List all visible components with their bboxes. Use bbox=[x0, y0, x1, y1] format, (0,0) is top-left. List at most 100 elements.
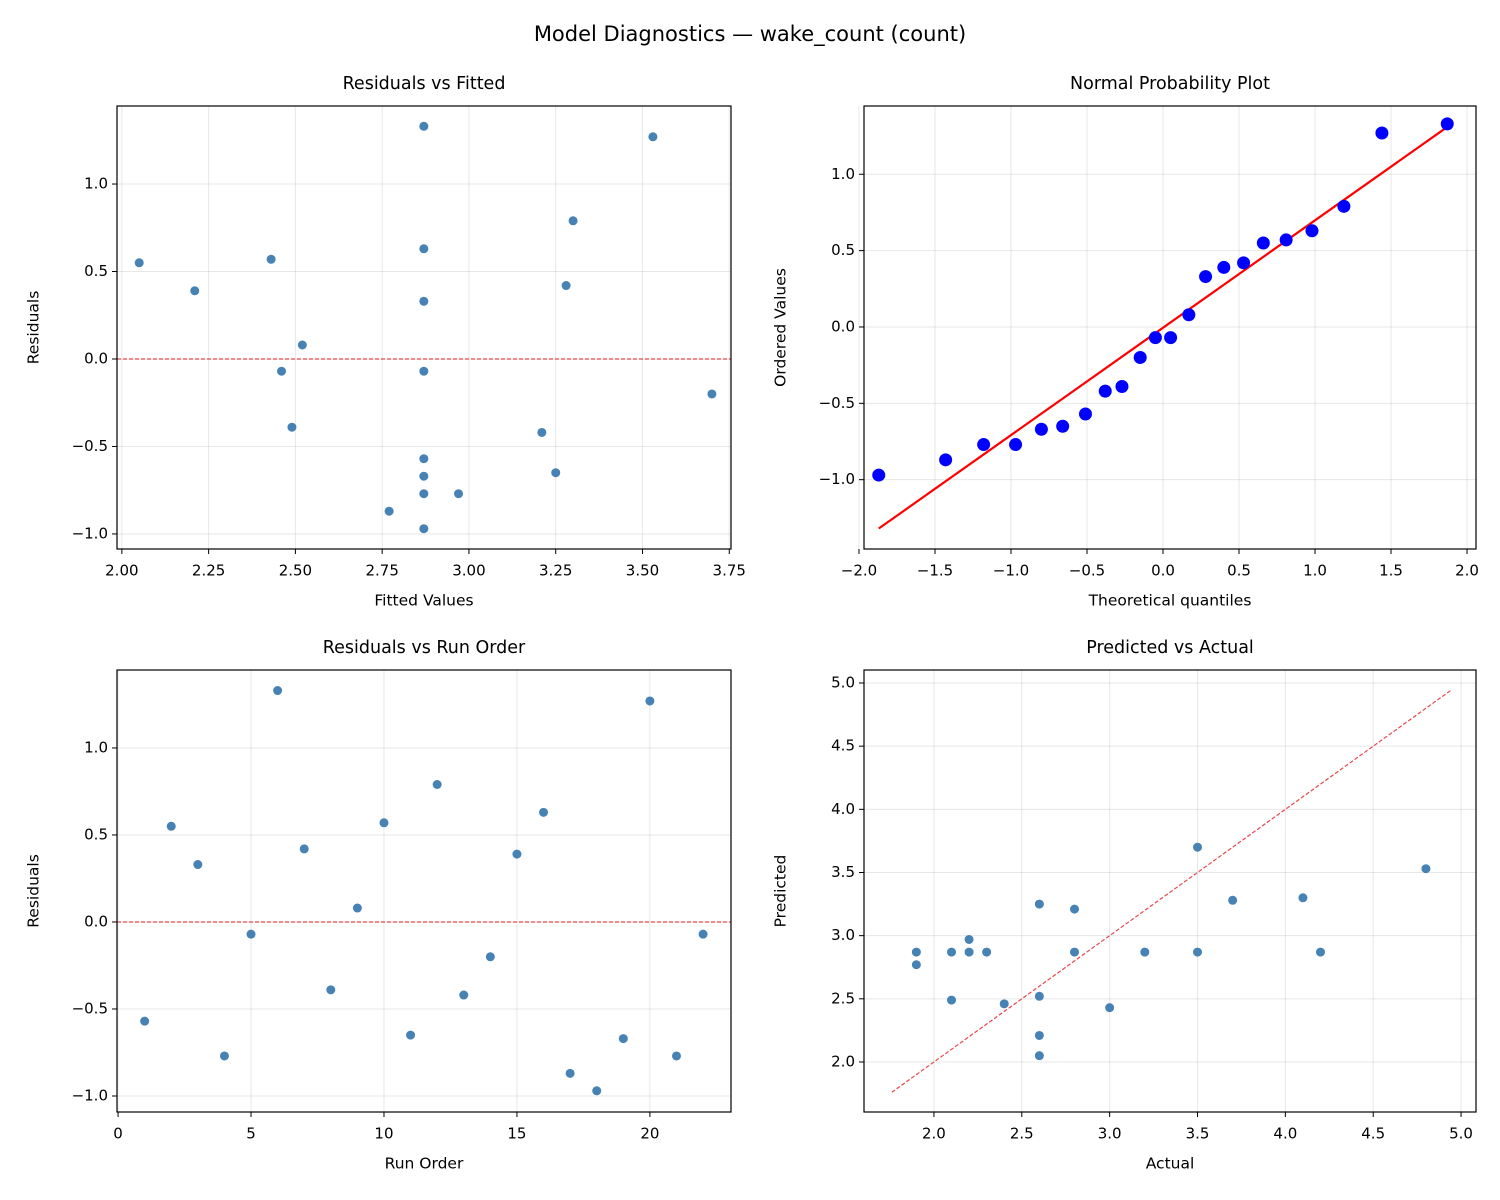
point bbox=[1098, 384, 1112, 398]
point bbox=[964, 947, 974, 957]
point bbox=[1164, 331, 1178, 345]
point bbox=[1421, 864, 1431, 874]
y-tick-label: 4.0 bbox=[831, 800, 855, 818]
y-tick-label: 1.0 bbox=[831, 165, 855, 183]
y-tick-label: 3.5 bbox=[831, 863, 855, 881]
point bbox=[1192, 842, 1202, 852]
point bbox=[459, 990, 469, 1000]
x-tick-label: 3.00 bbox=[452, 562, 485, 580]
x-axis-label: Theoretical quantiles bbox=[1088, 592, 1252, 610]
x-tick-label: 0.5 bbox=[1227, 562, 1251, 580]
point bbox=[1034, 1051, 1044, 1061]
y-axis-label: Ordered Values bbox=[772, 268, 790, 387]
point bbox=[1298, 893, 1308, 903]
x-tick-label: 0 bbox=[113, 1125, 123, 1143]
point bbox=[1440, 117, 1454, 131]
point bbox=[299, 844, 309, 854]
point bbox=[1375, 126, 1389, 140]
x-tick-label: −1.0 bbox=[993, 562, 1029, 580]
point bbox=[671, 1051, 681, 1061]
point bbox=[1217, 260, 1231, 274]
x-tick-label: 15 bbox=[507, 1125, 526, 1143]
y-tick-label: −0.5 bbox=[819, 394, 855, 412]
x-tick-label: 2.5 bbox=[1010, 1125, 1034, 1143]
x-tick-label: 3.75 bbox=[713, 562, 746, 580]
point bbox=[618, 1034, 628, 1044]
y-axis-label: Predicted bbox=[772, 855, 790, 928]
subplot-title: Residuals vs Run Order bbox=[323, 638, 526, 658]
y-axis-label: Residuals bbox=[25, 291, 43, 365]
point bbox=[193, 860, 203, 870]
x-tick-label: 5.0 bbox=[1449, 1125, 1473, 1143]
point bbox=[964, 934, 974, 944]
plot-frame bbox=[863, 669, 1477, 1113]
y-tick-label: 5.0 bbox=[831, 674, 855, 692]
point bbox=[134, 258, 144, 268]
x-tick-label: 2.75 bbox=[365, 562, 398, 580]
point bbox=[352, 903, 362, 913]
point bbox=[1034, 991, 1044, 1001]
point bbox=[512, 849, 522, 859]
x-tick-label: 3.5 bbox=[1186, 1125, 1210, 1143]
point bbox=[1337, 199, 1351, 213]
x-axis-label: Run Order bbox=[385, 1155, 464, 1173]
x-tick-label: 5 bbox=[246, 1125, 256, 1143]
point bbox=[1140, 947, 1150, 957]
y-tick-label: 3.0 bbox=[831, 926, 855, 944]
point bbox=[592, 1086, 602, 1096]
x-tick-label: −2.0 bbox=[841, 562, 877, 580]
point bbox=[1034, 1030, 1044, 1040]
subplot: Predicted vs Actual Actual Predicted 2.0 2.5… bbox=[772, 638, 1477, 1173]
y-tick-label: −1.0 bbox=[819, 470, 855, 488]
y-tick-label: 1.0 bbox=[84, 738, 108, 756]
subplot-title: Residuals vs Fitted bbox=[343, 74, 506, 94]
point bbox=[1305, 224, 1319, 238]
y-tick-label: 0.5 bbox=[84, 262, 108, 280]
subplot: Residuals vs Run Order Run Order Residuals… bbox=[25, 638, 732, 1173]
point bbox=[911, 960, 921, 970]
x-tick-label: 2.00 bbox=[105, 562, 138, 580]
plot-frame bbox=[863, 105, 1477, 550]
figure-title: Model Diagnostics — wake_count (count) bbox=[534, 22, 966, 47]
point bbox=[1009, 438, 1023, 452]
point bbox=[551, 468, 561, 478]
point bbox=[645, 696, 655, 706]
subplot: Normal Probability Plot Theoretical quant… bbox=[772, 74, 1479, 610]
point bbox=[432, 780, 442, 790]
point bbox=[419, 489, 429, 499]
point bbox=[140, 1016, 150, 1026]
point bbox=[1256, 236, 1270, 250]
point bbox=[1105, 1003, 1115, 1013]
subplot-title: Predicted vs Actual bbox=[1086, 638, 1254, 658]
point bbox=[1034, 899, 1044, 909]
y-tick-label: −1.0 bbox=[72, 1086, 108, 1104]
point bbox=[419, 366, 429, 376]
y-tick-label: 0.5 bbox=[831, 241, 855, 259]
point bbox=[1315, 947, 1325, 957]
point bbox=[485, 952, 495, 962]
y-tick-label: −1.0 bbox=[72, 524, 108, 542]
x-tick-label: 0.0 bbox=[1151, 562, 1175, 580]
point bbox=[326, 985, 336, 995]
point bbox=[266, 254, 276, 264]
point bbox=[648, 132, 658, 142]
point bbox=[166, 821, 176, 831]
point bbox=[982, 947, 992, 957]
point bbox=[419, 296, 429, 306]
x-tick-label: 2.0 bbox=[1455, 562, 1479, 580]
y-tick-label: 0.0 bbox=[84, 349, 108, 367]
point bbox=[454, 489, 464, 499]
point bbox=[565, 1068, 575, 1078]
point bbox=[419, 244, 429, 254]
y-tick-label: −0.5 bbox=[72, 999, 108, 1017]
point bbox=[999, 999, 1009, 1009]
y-axis-label: Residuals bbox=[25, 854, 43, 928]
x-tick-label: 3.25 bbox=[539, 562, 572, 580]
plot-frame bbox=[116, 669, 732, 1113]
point bbox=[1056, 419, 1070, 433]
y-tick-label: 0.0 bbox=[84, 912, 108, 930]
y-tick-label: 2.5 bbox=[831, 989, 855, 1007]
plot-frame bbox=[116, 105, 732, 550]
point bbox=[419, 524, 429, 534]
